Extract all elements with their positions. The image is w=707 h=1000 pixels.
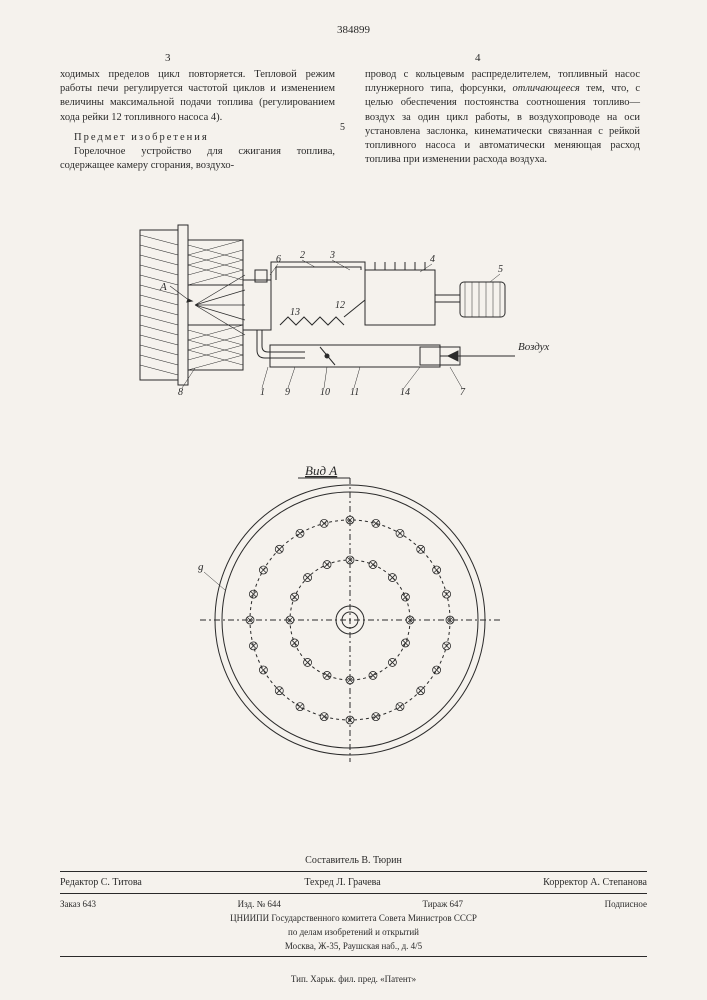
footer-print-row: Заказ 643 Изд. № 644 Тираж 647 Подписное (60, 897, 647, 911)
patent-figure-svg: A (120, 220, 580, 780)
section-title-text: Предмет изобретения (74, 132, 209, 143)
footer-podpisnoe: Подписное (605, 899, 647, 909)
line-marker: 5 (340, 122, 345, 133)
footer-zakaz: Заказ 643 (60, 899, 96, 909)
column-number-left: 3 (165, 52, 171, 64)
right-column: провод с кольцевым распределителем, топл… (365, 68, 640, 167)
marker-g: g (198, 561, 204, 573)
right-p1-b: отличающееся (513, 83, 580, 94)
left-paragraph-2: Горелочное устройство для сжигания топли… (60, 145, 335, 173)
svg-text:3: 3 (329, 250, 335, 261)
air-label: Воздух (518, 341, 549, 353)
svg-text:1: 1 (260, 387, 265, 398)
footer-block: Составитель В. Тюрин Редактор С. Титова … (60, 853, 647, 960)
footer-izd: Изд. № 644 (238, 899, 281, 909)
left-column: ходимых пределов цикл повторяется. Тепло… (60, 68, 335, 173)
footer-credits-row: Редактор С. Титова Техред Л. Грачева Кор… (60, 875, 647, 890)
svg-text:2: 2 (300, 250, 305, 261)
footer-typ: Тип. Харьк. фил. пред. «Патент» (291, 974, 416, 984)
footer-rule-2 (60, 893, 647, 894)
figure-area: A (120, 220, 580, 780)
svg-text:12: 12 (335, 300, 345, 311)
footer-korrektor: Корректор А. Степанова (543, 877, 647, 888)
view-label: Вид A (305, 463, 337, 478)
patent-number: 384899 (337, 24, 370, 36)
footer-redaktor: Редактор С. Титова (60, 877, 142, 888)
section-title: Предмет изобретения (60, 131, 335, 145)
footer-sostavitel: Составитель В. Тюрин (60, 853, 647, 868)
footer-org2: по делам изобретений и открытий (60, 925, 647, 939)
svg-text:8: 8 (178, 387, 183, 398)
right-p1-c: тем, что, с целью обеспечения постоянств… (365, 83, 640, 165)
column-number-right: 4 (475, 52, 481, 64)
footer-rule-1 (60, 871, 647, 872)
marker-A: A (159, 281, 167, 293)
footer-org1: ЦНИИПИ Государственного комитета Совета … (60, 911, 647, 925)
svg-text:5: 5 (498, 264, 503, 275)
footer-address: Москва, Ж-35, Раушская наб., д. 4/5 (60, 939, 647, 953)
svg-text:10: 10 (320, 387, 330, 398)
right-paragraph: провод с кольцевым распределителем, топл… (365, 68, 640, 167)
svg-text:11: 11 (350, 387, 359, 398)
svg-text:6: 6 (276, 254, 281, 265)
svg-text:7: 7 (460, 387, 466, 398)
svg-text:9: 9 (285, 387, 290, 398)
footer-rule-3 (60, 956, 647, 957)
svg-text:4: 4 (430, 254, 435, 265)
svg-text:14: 14 (400, 387, 410, 398)
footer-tehred: Техред Л. Грачева (304, 877, 380, 888)
left-paragraph-1: ходимых пределов цикл повторяется. Тепло… (60, 68, 335, 125)
svg-text:13: 13 (290, 307, 300, 318)
footer-tirazh: Тираж 647 (422, 899, 463, 909)
